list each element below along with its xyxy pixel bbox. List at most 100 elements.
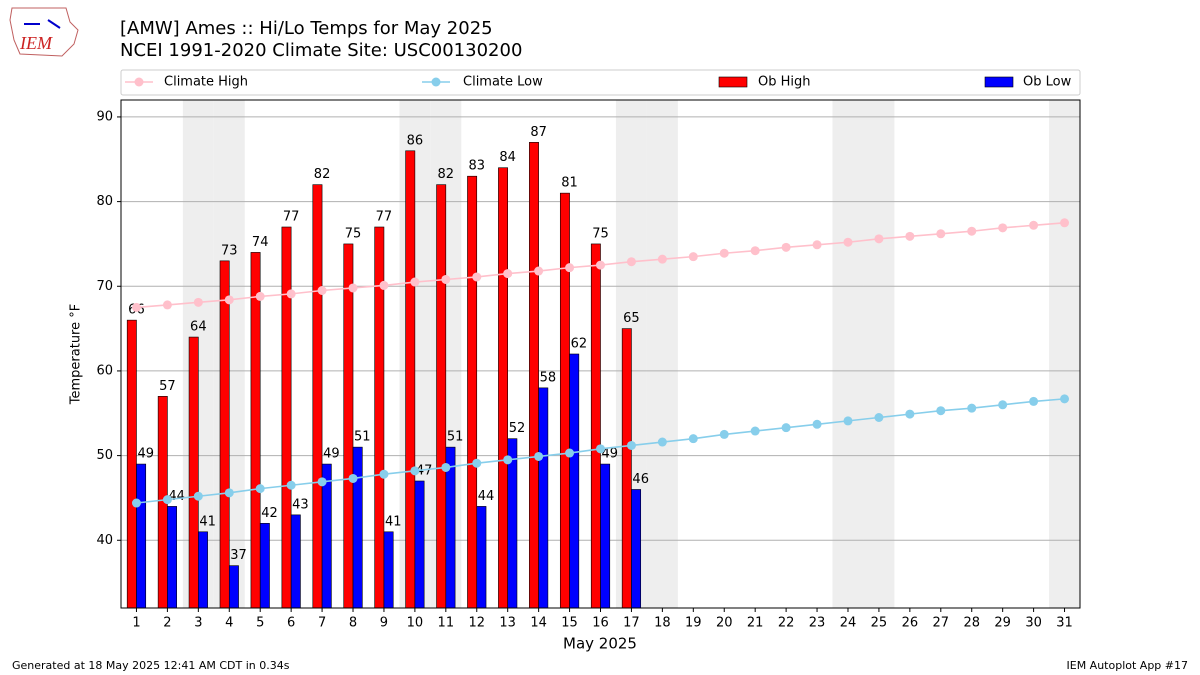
bar xyxy=(498,167,508,609)
x-tick-label: 2 xyxy=(163,616,171,631)
x-tick-label: 11 xyxy=(438,616,455,631)
logo-text: IEM xyxy=(19,33,53,53)
bar xyxy=(383,531,394,609)
line-marker xyxy=(1029,220,1039,230)
line-marker xyxy=(874,413,884,422)
line-marker xyxy=(1029,396,1039,406)
chart-subtitle: NCEI 1991-2020 Climate Site: USC00130200 xyxy=(120,40,522,61)
x-tick-label: 13 xyxy=(499,616,516,631)
line-marker xyxy=(255,291,265,301)
x-tick-label: 1 xyxy=(132,616,140,631)
bar-value-label: 82 xyxy=(438,167,455,182)
x-tick-label: 25 xyxy=(871,616,888,631)
legend-box xyxy=(120,69,1081,96)
line-marker xyxy=(688,252,698,262)
bar-value-label: 65 xyxy=(623,311,640,326)
bar xyxy=(136,463,147,609)
bar xyxy=(600,463,611,609)
x-tick-label: 3 xyxy=(194,616,202,631)
legend-label: Ob Low xyxy=(1023,75,1072,90)
bar xyxy=(436,184,447,609)
bar-value-label: 81 xyxy=(561,176,578,191)
legend-marker xyxy=(431,77,441,87)
line-marker xyxy=(936,406,946,416)
bar xyxy=(352,446,363,609)
line-marker xyxy=(1060,394,1070,404)
bar-value-label: 74 xyxy=(252,235,269,250)
line-marker xyxy=(162,300,172,310)
bar-value-label: 75 xyxy=(592,226,609,241)
line-marker xyxy=(565,263,575,273)
bar-value-label: 83 xyxy=(468,159,485,174)
line-marker xyxy=(688,434,698,444)
x-tick-label: 22 xyxy=(778,616,795,631)
x-tick-label: 15 xyxy=(561,616,578,631)
bar xyxy=(467,175,478,609)
legend-swatch xyxy=(984,76,1014,88)
line-marker xyxy=(348,283,358,293)
x-tick-label: 9 xyxy=(380,616,388,631)
line-marker xyxy=(1060,218,1070,228)
bar-value-label: 77 xyxy=(376,210,393,225)
y-tick-label: 70 xyxy=(96,279,113,294)
x-tick-label: 16 xyxy=(592,616,609,631)
legend-label: Ob High xyxy=(758,75,811,90)
bar-value-label: 87 xyxy=(530,125,547,140)
x-tick-label: 12 xyxy=(468,616,485,631)
bar xyxy=(569,353,580,609)
line-marker xyxy=(998,223,1008,233)
bar xyxy=(228,565,239,609)
line-marker xyxy=(317,477,327,487)
line-marker xyxy=(843,237,853,247)
y-tick-label: 50 xyxy=(96,448,113,463)
legend-label: Climate High xyxy=(164,75,248,90)
x-tick-label: 21 xyxy=(747,616,764,631)
bar-value-label: 82 xyxy=(314,167,331,182)
bar-value-label: 52 xyxy=(509,421,526,436)
line-marker xyxy=(441,274,451,284)
bar-value-label: 49 xyxy=(323,447,340,462)
line-marker xyxy=(503,455,513,465)
x-tick-label: 19 xyxy=(685,616,702,631)
bar xyxy=(343,243,354,609)
y-axis-label: Temperature °F xyxy=(69,304,84,405)
x-tick-label: 7 xyxy=(318,616,326,631)
logo-outline xyxy=(9,7,79,57)
line-marker xyxy=(626,257,636,267)
x-tick-label: 29 xyxy=(994,616,1011,631)
bar-value-label: 64 xyxy=(190,320,207,335)
bar xyxy=(559,192,570,609)
bar-value-label: 44 xyxy=(478,489,495,504)
line-marker xyxy=(317,286,327,295)
line-marker xyxy=(874,234,884,244)
line-marker xyxy=(781,242,791,252)
line-marker xyxy=(410,277,420,287)
line-marker xyxy=(286,289,296,299)
footer-right: IEM Autoplot App #17 xyxy=(1067,659,1189,672)
y-tick-label: 60 xyxy=(96,363,113,378)
line-marker xyxy=(565,448,575,458)
x-tick-label: 28 xyxy=(963,616,980,631)
bar-value-label: 49 xyxy=(137,447,154,462)
x-tick-label: 4 xyxy=(225,616,233,631)
line-marker xyxy=(534,266,544,276)
weekend-shade xyxy=(832,100,864,608)
chart-title: [AMW] Ames :: Hi/Lo Temps for May 2025 xyxy=(120,18,493,39)
x-tick-label: 24 xyxy=(840,616,857,631)
bar xyxy=(405,150,416,609)
line-marker xyxy=(224,488,234,498)
line-marker xyxy=(719,248,729,258)
y-tick-label: 80 xyxy=(96,194,113,209)
line-marker xyxy=(967,403,977,413)
bar-value-label: 49 xyxy=(602,447,619,462)
line-marker xyxy=(750,246,760,256)
line-marker xyxy=(812,419,822,429)
line-marker xyxy=(534,451,544,461)
line-marker xyxy=(224,295,234,305)
bar xyxy=(219,260,230,609)
line-marker xyxy=(503,269,513,279)
logo: IEM xyxy=(9,7,79,57)
line-marker xyxy=(905,409,915,419)
line-marker xyxy=(131,302,141,312)
